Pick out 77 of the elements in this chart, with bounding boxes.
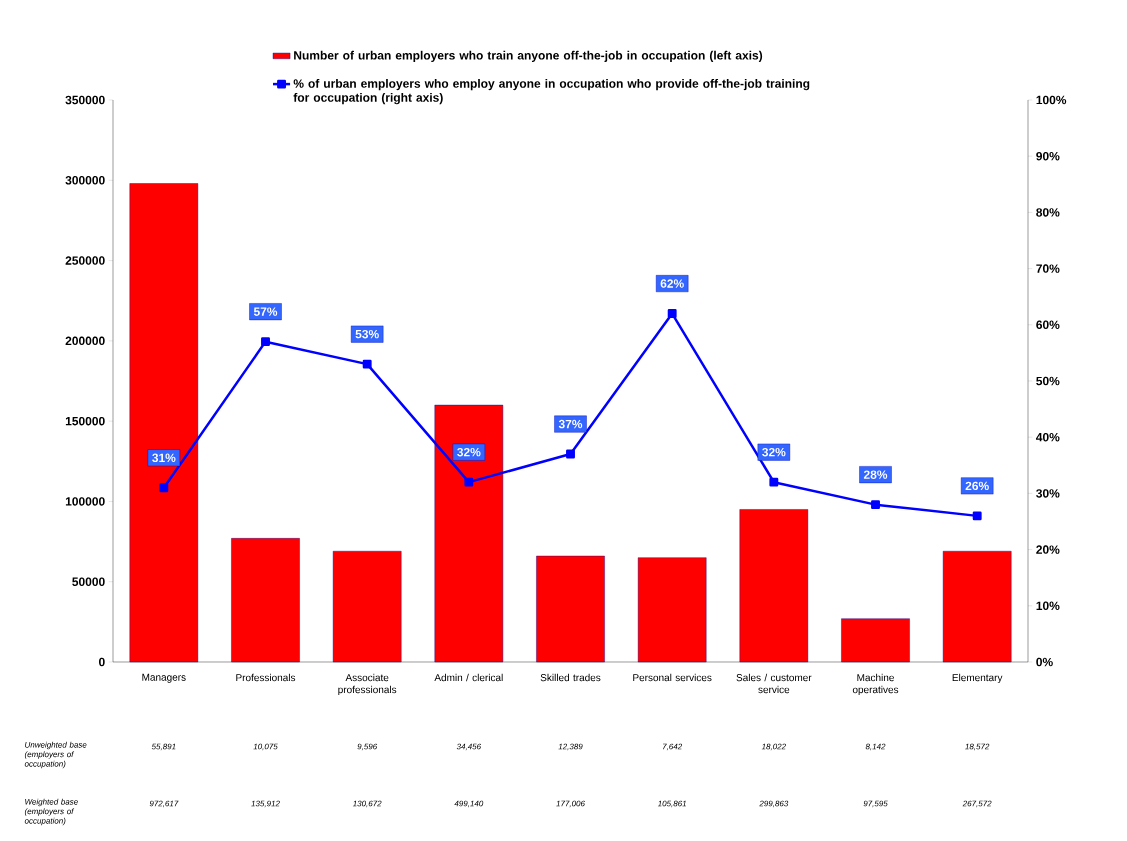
bar xyxy=(942,551,1012,663)
point xyxy=(464,477,474,487)
text: 299,863 xyxy=(759,800,789,808)
y2-tick-label: 40% xyxy=(1036,432,1060,442)
y-tick-label: 50000 xyxy=(72,577,105,586)
y2-tick-label: 50% xyxy=(1036,376,1060,386)
x-tick-label: Elementary xyxy=(952,673,1003,684)
text: 18,572 xyxy=(965,743,990,751)
y-tick-label: 0 xyxy=(99,657,105,667)
point xyxy=(362,359,372,369)
text: 55,891 xyxy=(151,743,176,751)
data-label: 32% xyxy=(457,447,481,457)
text: 267,572 xyxy=(962,800,992,808)
text: 97,595 xyxy=(863,800,888,808)
text: 105,861 xyxy=(657,800,686,808)
text: 8,142 xyxy=(865,743,886,751)
y2-tick-label: 20% xyxy=(1036,545,1060,554)
x-tick-label: Professionals xyxy=(236,673,296,682)
y2-tick-label: 60% xyxy=(1036,320,1060,330)
y2-tick-label: 10% xyxy=(1036,601,1060,611)
point xyxy=(566,449,575,459)
y-tick-label: 350000 xyxy=(65,95,105,105)
text: 130,672 xyxy=(352,800,382,808)
x-tick-label: Associate professionals xyxy=(338,673,397,696)
point xyxy=(159,483,169,493)
data-label: 31% xyxy=(152,453,176,463)
x-tick-label: Admin / clerical xyxy=(434,673,503,682)
data-label: 28% xyxy=(863,470,888,479)
bar xyxy=(434,404,504,663)
point xyxy=(769,477,779,487)
text: 135,912 xyxy=(251,800,280,808)
text: 34,456 xyxy=(456,743,482,751)
data-label: 53% xyxy=(355,329,379,339)
text: Unweighted base (employers of occupation) xyxy=(24,741,87,769)
data-label: 26% xyxy=(965,481,989,491)
y2-tick-label: 0% xyxy=(1036,657,1053,667)
bar xyxy=(231,538,300,663)
text: 9,596 xyxy=(357,743,378,751)
data-label: 62% xyxy=(660,279,684,288)
y-tick-label: 100000 xyxy=(65,497,105,506)
y2-tick-label: 100% xyxy=(1036,95,1067,105)
x-tick-label: Machine operatives xyxy=(852,673,899,696)
bar xyxy=(739,509,809,663)
text: 177,006 xyxy=(556,800,585,808)
x-tick-label: Personal services xyxy=(633,673,712,682)
point xyxy=(871,500,880,510)
text: 972,617 xyxy=(149,800,179,808)
data-label: 57% xyxy=(253,307,278,316)
bar xyxy=(841,618,910,663)
y-tick-label: 250000 xyxy=(65,256,105,265)
y2-tick-label: 90% xyxy=(1036,151,1060,161)
bar xyxy=(536,555,605,663)
x-tick-label: Skilled trades xyxy=(540,673,601,682)
data-label: 32% xyxy=(762,447,786,457)
point xyxy=(972,511,982,521)
y2-tick-label: 80% xyxy=(1036,208,1060,217)
text: 18,022 xyxy=(761,743,786,751)
y2-tick-label: 70% xyxy=(1036,264,1060,273)
bar xyxy=(637,557,707,663)
bar xyxy=(332,551,402,663)
point xyxy=(261,337,270,347)
legend-label: Number of urban employers who train anyone off-the-job in occupation (left axis) xyxy=(294,50,763,62)
legend-label: % of urban employers who employ anyone in occupation who provide off-the-job training for occupation (right axis) xyxy=(293,79,810,105)
text: 10,075 xyxy=(253,743,278,751)
y-tick-label: 150000 xyxy=(65,416,105,426)
text: 12,389 xyxy=(558,743,583,751)
point xyxy=(667,309,677,318)
y-tick-label: 200000 xyxy=(65,336,105,346)
x-tick-label: Managers xyxy=(142,673,186,683)
x-tick-label: Sales / customer service xyxy=(736,673,812,694)
text: Weighted base (employers of occupation) xyxy=(24,798,78,826)
data-label: 37% xyxy=(558,419,583,429)
text: 499,140 xyxy=(454,800,484,808)
bar xyxy=(129,183,199,663)
y2-tick-label: 30% xyxy=(1036,489,1060,498)
text: 7,642 xyxy=(662,743,683,751)
y-tick-label: 300000 xyxy=(65,176,105,185)
